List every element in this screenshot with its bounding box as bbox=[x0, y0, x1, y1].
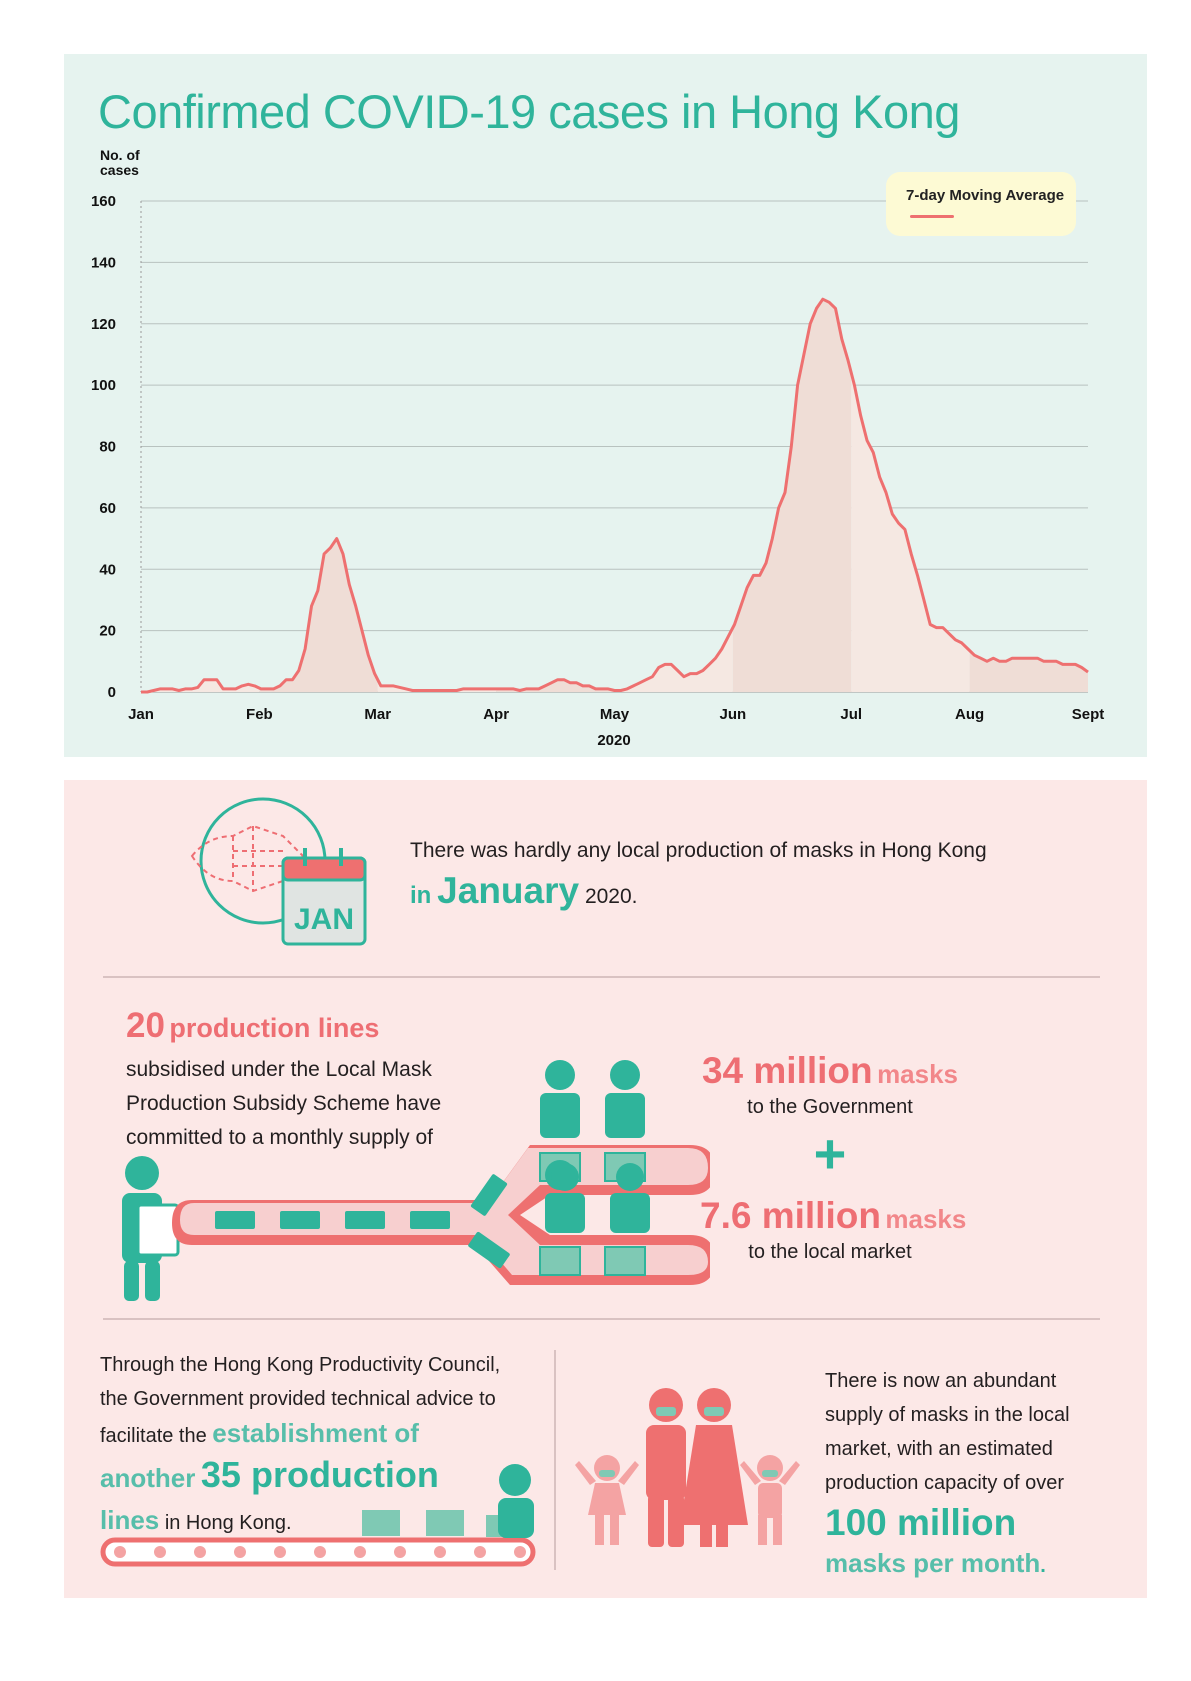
x-tick-label: Jul bbox=[840, 706, 862, 723]
jan-line1: There was hardly any local production of… bbox=[410, 839, 987, 862]
series-line bbox=[141, 297, 1089, 694]
y-tick-label: 0 bbox=[108, 684, 116, 701]
gov-amount: 34 million masks bbox=[701, 1050, 959, 1091]
supply-text: There is now an abundant supply of masks… bbox=[825, 1370, 1070, 1578]
lines-description: subsidised under the Local Mask Producti… bbox=[126, 1058, 442, 1149]
legend-swatch bbox=[910, 215, 954, 218]
x-tick-label: Apr bbox=[483, 706, 509, 723]
y-tick-label: 40 bbox=[99, 561, 116, 578]
x-tick-label: Feb bbox=[246, 706, 273, 723]
x-tick-label: Aug bbox=[955, 706, 984, 723]
x-axis-label: 2020 bbox=[597, 732, 630, 749]
y-tick-label: 20 bbox=[99, 623, 116, 640]
divider-2 bbox=[103, 1318, 1100, 1320]
divider-1 bbox=[103, 976, 1100, 978]
covid-cases-chart: 0 20 40 60 80 100 120 140 160 Jan Feb Mar Apr May Jun J… bbox=[91, 193, 1105, 749]
family-illustration bbox=[575, 1388, 800, 1547]
y-axis-label: No. of cases bbox=[100, 147, 140, 178]
conveyor-illustration bbox=[100, 1464, 536, 1567]
x-tick-label: Sept bbox=[1072, 706, 1105, 723]
gov-recipient: to the Government bbox=[747, 1096, 913, 1118]
calendar-label: JAN bbox=[294, 903, 354, 936]
plus-sign: + bbox=[813, 1122, 847, 1185]
chart-title: Confirmed COVID-19 cases in Hong Kong bbox=[98, 85, 960, 138]
y-tick-label: 100 bbox=[91, 377, 116, 394]
y-tick-label: 80 bbox=[99, 439, 116, 456]
market-recipient: to the local market bbox=[748, 1241, 912, 1263]
x-tick-label: May bbox=[600, 706, 630, 723]
mask-calendar-icon: JAN bbox=[190, 797, 367, 946]
market-amount: 7.6 million masks bbox=[700, 1195, 967, 1236]
x-tick-label: Jun bbox=[720, 706, 747, 723]
y-tick-label: 120 bbox=[91, 316, 116, 333]
x-tick-label: Jan bbox=[128, 706, 154, 723]
x-tick-label: Mar bbox=[364, 706, 391, 723]
y-tick-label: 60 bbox=[99, 500, 116, 517]
chart-panel bbox=[64, 54, 1147, 757]
production-line-illustration bbox=[122, 1060, 710, 1301]
divider-vertical bbox=[554, 1350, 556, 1570]
y-tick-label: 160 bbox=[91, 193, 116, 210]
legend-label: 7-day Moving Average bbox=[906, 187, 1065, 204]
y-tick-label: 140 bbox=[91, 254, 116, 271]
lines-headline: 20 production lines bbox=[126, 1006, 380, 1045]
hkpc-text: Through the Hong Kong Productivity Counc… bbox=[100, 1354, 501, 1535]
jan-line2: in January 2020. bbox=[410, 870, 638, 911]
chart-legend: 7-day Moving Average bbox=[886, 172, 1076, 236]
